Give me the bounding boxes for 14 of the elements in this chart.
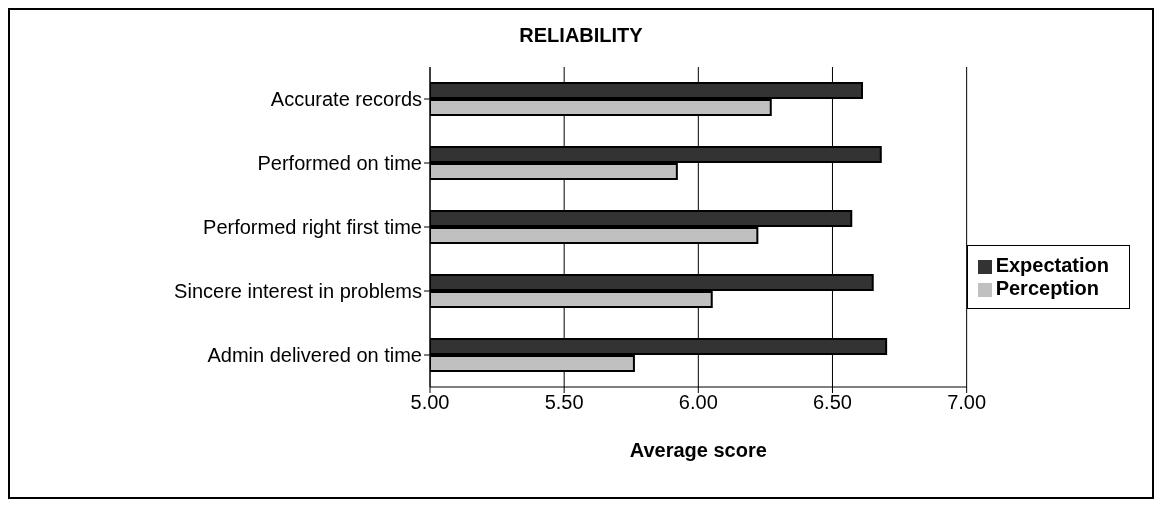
legend-label: Expectation — [995, 254, 1109, 276]
legend-label: Perception — [995, 277, 1099, 299]
x-tick-label: 6.00 — [678, 391, 718, 414]
chart-title: RELIABILITY — [518, 23, 644, 48]
y-tick-label: Admin delivered on time — [207, 344, 422, 367]
y-tick-label: Performed right first time — [203, 216, 422, 239]
x-tick-label: 5.50 — [544, 391, 584, 414]
y-tick-label: Accurate records — [270, 88, 422, 111]
x-axis-title: Average score — [629, 439, 767, 461]
x-tick-label: 7.00 — [947, 391, 987, 414]
x-tick-label: 5.00 — [410, 391, 450, 414]
y-tick-label: Sincere interest in problems — [174, 280, 422, 303]
y-tick-label: Performed on time — [257, 152, 422, 175]
x-tick-label: 6.50 — [813, 391, 852, 414]
